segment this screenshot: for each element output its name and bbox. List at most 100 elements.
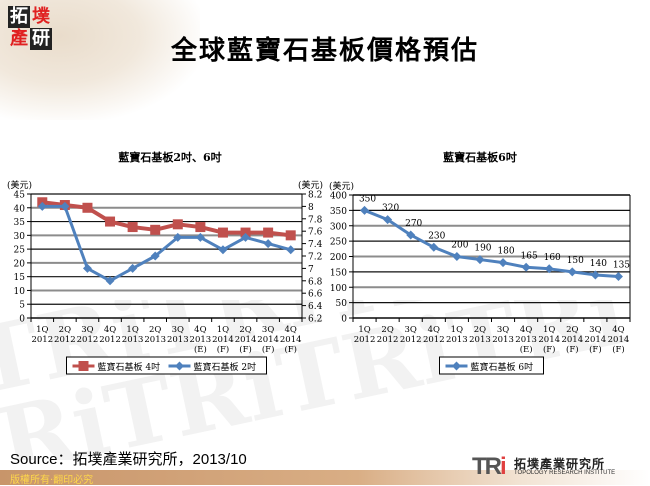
y-tick-label: 10 — [14, 287, 26, 297]
x-tick-label: 2014 — [257, 335, 279, 345]
data-point-marker — [217, 227, 228, 238]
data-point-marker — [195, 222, 206, 233]
data-point-marker — [150, 224, 161, 235]
y-axis-label: (美元) — [329, 180, 354, 192]
data-point-marker — [172, 219, 183, 230]
legend-box — [439, 356, 544, 375]
y-tick-label: 250 — [330, 238, 347, 248]
y-tick-label: 30 — [14, 232, 26, 242]
data-label: 320 — [382, 204, 399, 214]
x-tick-label: 2014 — [561, 335, 583, 345]
logo-char: 產 — [10, 28, 28, 49]
legend: 藍寶石基板 4吋 藍寶石基板 2吋 — [66, 356, 267, 375]
x-tick-label: 2014 — [608, 335, 630, 345]
x-tick-label: 2013 — [144, 335, 166, 345]
data-point-marker — [60, 201, 70, 211]
y-tick-label: 150 — [330, 268, 347, 278]
logo-char: 墣 — [32, 6, 50, 27]
data-label: 140 — [590, 259, 607, 269]
data-point-marker — [567, 267, 577, 277]
x-tick-label: 3Q — [172, 325, 184, 335]
x-tick-label: 2014 — [280, 335, 302, 345]
x-tick-label: 1Q — [543, 325, 555, 335]
data-point-marker — [406, 230, 416, 240]
series-diamond: 350 320 270 230 200 190 180 165 160 150 140 135 — [359, 194, 630, 281]
brand-chinese-name: 拓墣產業研究所 — [514, 457, 606, 471]
tri-brand-logo: TRi 拓墣產業研究所 TOPOLOGY RESEARCH INSTITUTE — [472, 454, 642, 480]
y-right-tick-label: 6.4 — [308, 302, 323, 312]
data-point-marker — [150, 251, 160, 261]
data-point-marker — [475, 255, 485, 265]
x-tick-label: 1Q — [36, 325, 48, 335]
x-tick-label: 2013 — [446, 335, 468, 345]
y-right-tick-label: 8.2 — [308, 191, 322, 201]
data-label: 230 — [428, 231, 445, 241]
source-text: Source：拓墣產業研究所，2013/10 — [10, 451, 247, 468]
data-label: 150 — [567, 256, 584, 266]
y-tick-label: 0 — [19, 315, 25, 325]
data-label: 160 — [544, 253, 561, 263]
x-tick-label: 2Q — [149, 325, 161, 335]
x-tick-label: (F) — [589, 344, 602, 355]
data-point-marker — [241, 232, 251, 242]
data-point-marker — [498, 258, 508, 268]
logo-char: 拓 — [8, 6, 30, 28]
data-label: 165 — [521, 251, 538, 261]
x-tick-label: 2Q — [59, 325, 71, 335]
y-tick-label: 50 — [336, 299, 348, 309]
data-point-marker — [544, 264, 554, 274]
data-point-marker — [383, 215, 393, 225]
data-point-marker — [218, 245, 228, 255]
brand-english-name: TOPOLOGY RESEARCH INSTITUTE — [514, 470, 616, 476]
x-tick-label: 2Q — [566, 325, 578, 335]
data-point-marker — [105, 276, 115, 286]
y-tick-label: 35 — [14, 218, 26, 228]
x-tick-label: (F) — [262, 344, 275, 355]
chart-title-6-inch: 藍寶石基板6吋 — [443, 151, 517, 164]
x-tick-label: 4Q — [428, 325, 440, 335]
x-tick-label: 2014 — [585, 335, 607, 345]
x-tick-label: 1Q — [217, 325, 229, 335]
legend-swatch-marker — [175, 361, 184, 371]
data-point-marker — [195, 232, 205, 242]
data-label: 135 — [613, 260, 630, 270]
y-right-tick-label: 7.2 — [308, 253, 322, 263]
y-tick-label: 300 — [330, 222, 347, 232]
series-diamond — [37, 201, 296, 286]
tri-mark: TRi — [472, 453, 507, 480]
x-tick-label: 2Q — [239, 325, 251, 335]
copyright-text: 版權所有‧翻印必究 — [10, 475, 94, 486]
y-tick-label: 45 — [14, 191, 26, 201]
data-label: 350 — [359, 194, 376, 204]
legend-label: 藍寶石基板 6吋 — [471, 361, 534, 373]
y-tick-label: 40 — [14, 204, 26, 214]
y-right-tick-label: 7 — [308, 265, 314, 275]
x-tick-label: 4Q — [285, 325, 297, 335]
x-tick-label: 3Q — [405, 325, 417, 335]
y-tick-label: 0 — [341, 315, 347, 325]
data-point-marker — [37, 201, 47, 211]
y-tick-label: 5 — [19, 301, 25, 311]
y-right-tick-label: 6.2 — [308, 315, 322, 325]
tri-logo-chinese: 拓 墣 產 研 — [8, 6, 54, 52]
x-tick-label: 2012 — [31, 335, 53, 345]
x-tick-label: 2013 — [515, 335, 537, 345]
data-point-marker — [590, 270, 600, 280]
x-tick-label: 2Q — [381, 325, 393, 335]
legend-label: 藍寶石基板 4吋 — [98, 361, 161, 373]
legend-label: 藍寶石基板 2吋 — [194, 361, 257, 373]
data-point-marker — [128, 263, 138, 273]
data-point-marker — [263, 239, 273, 249]
x-tick-label: (E) — [194, 344, 207, 355]
x-tick-label: 2014 — [212, 335, 234, 345]
data-point-marker — [127, 222, 138, 233]
x-tick-label: 4Q — [520, 325, 532, 335]
y-right-tick-label: 7.4 — [308, 240, 323, 250]
y-axis-label: (美元) — [7, 179, 32, 191]
y-right-tick-label: 6.8 — [308, 277, 323, 287]
x-tick-label: 3Q — [262, 325, 274, 335]
x-tick-label: 2Q — [474, 325, 486, 335]
data-point-marker — [613, 271, 623, 281]
x-tick-label: 2012 — [423, 335, 445, 345]
y-tick-label: 100 — [330, 284, 347, 294]
